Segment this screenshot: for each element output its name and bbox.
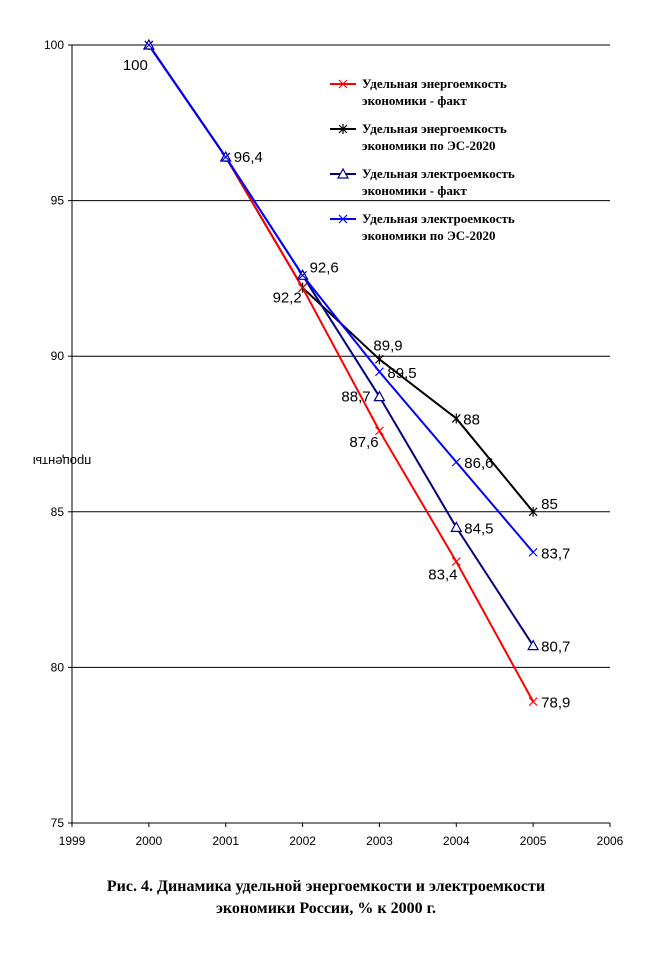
series-line-2 (148, 44, 534, 513)
x-tick-label-2006: 2006 (597, 834, 624, 848)
data-label-s4-2002: 92,6 (310, 259, 339, 276)
series-markers (142, 38, 540, 707)
legend-marker (338, 79, 348, 89)
y-tick-label-75: 75 (51, 816, 65, 830)
data-label-s3-2000: 100 (123, 57, 148, 74)
legend-marker (338, 214, 348, 224)
series-1-point-2005 (528, 697, 538, 707)
legend-text-line-1: Удельная энергоемкость (362, 76, 507, 91)
series-4-point-2000 (144, 40, 154, 50)
legend-text-line-2: экономики - факт (362, 183, 467, 198)
data-label-s3-2003: 88,7 (341, 389, 370, 406)
series-3-point-2003 (373, 390, 386, 402)
series-3-point-2005 (527, 639, 540, 651)
x-tick-label-2003: 2003 (366, 834, 393, 848)
data-label-s4-2005: 83,7 (541, 545, 570, 562)
data-label-s2-2005: 85 (541, 496, 558, 513)
legend-item-3: Удельная электроемкость экономики - факт (330, 166, 515, 198)
data-label-s2-2003: 89,9 (373, 337, 402, 354)
legend-marker (336, 167, 350, 179)
x-tick-label-2001: 2001 (212, 834, 239, 848)
data-label-s1-2005: 78,9 (541, 695, 570, 712)
series-lines (148, 44, 535, 703)
y-tick-labels: 75 80 85 90 95 100 (44, 38, 64, 830)
x-tick-label-2004: 2004 (443, 834, 470, 848)
y-tick-label-95: 95 (51, 194, 65, 208)
series-3-point-2004 (450, 521, 463, 532)
series-line-4 (148, 44, 534, 553)
legend-text-line-1: Удельная электроемкость (362, 211, 515, 226)
caption-line-1: Рис. 4. Динамика удельной энергоемкости … (106, 878, 546, 895)
axes (68, 44, 611, 827)
data-label-s1-2002: 92,2 (273, 290, 302, 307)
series-4-point-2003 (375, 367, 384, 377)
data-label-s1-2003: 87,6 (349, 434, 378, 451)
series-2-point-2003 (375, 354, 384, 365)
legend-text-line-2: экономики по ЭС-2020 (362, 228, 496, 243)
data-label-s1-2004: 83,4 (428, 567, 457, 584)
series-4-point-2004 (451, 457, 461, 467)
x-tick-label-2002: 2002 (289, 834, 316, 848)
series-1-point-2004 (451, 557, 461, 567)
data-labels: 89,9 88 85 92,2 87,6 83,4 78,9 100 96,4 88,7 84,5 8… (123, 57, 570, 712)
legend-text-line-2: экономики - факт (362, 93, 467, 108)
y-axis-label: проценты (33, 454, 92, 469)
series-4-point-2002 (298, 270, 307, 280)
y-tick-label-90: 90 (51, 349, 65, 363)
series-2-point-2004 (451, 413, 461, 424)
data-label-s3-2004: 84,5 (464, 520, 493, 537)
series-1-point-2002 (298, 283, 307, 293)
x-tick-label-2000: 2000 (136, 834, 163, 848)
legend-item-2: Удельная энергоемкость экономики по ЭС-20… (330, 121, 507, 153)
data-label-s4-2003: 89,5 (387, 365, 416, 382)
series-2-point-2005 (528, 506, 538, 517)
x-tick-label-1999: 1999 (59, 834, 86, 848)
y-tick-label-100: 100 (44, 38, 64, 52)
legend-item-1: Удельная энергоемкость экономики - факт (330, 76, 507, 108)
data-label-s3-2001: 96,4 (234, 149, 263, 166)
data-label-s2-2004: 88 (463, 411, 480, 428)
y-tick-label-85: 85 (51, 505, 65, 519)
legend-text-line-1: Удельная электроемкость (362, 166, 515, 181)
legend-item-4: Удельная электроемкость экономики по ЭС-2… (330, 211, 515, 243)
legend-text-line-1: Удельная энергоемкость (362, 121, 507, 136)
series-4-point-2005 (528, 547, 538, 557)
data-label-s3-2005: 80,7 (541, 639, 570, 656)
caption-line-2: экономики России, % к 2000 г. (215, 900, 437, 917)
legend-text-line-2: экономики по ЭС-2020 (362, 138, 496, 153)
figure-caption: Рис. 4. Динамика удельной энергоемкости … (0, 876, 652, 920)
y-tick-label-80: 80 (51, 660, 65, 674)
x-tick-label-2005: 2005 (520, 834, 547, 848)
x-tick-labels: 1999 2000 2001 2002 2003 2004 2005 2006 (59, 834, 624, 848)
line-chart: 75 80 85 90 95 100 1999 2000 2001 2002 2003 2004 20… (33, 38, 624, 848)
gridlines (72, 44, 610, 668)
series-4-point-2001 (221, 152, 231, 162)
series-1-point-2003 (375, 426, 384, 436)
legend-marker (338, 124, 348, 134)
data-label-s4-2004: 86,6 (464, 455, 493, 472)
